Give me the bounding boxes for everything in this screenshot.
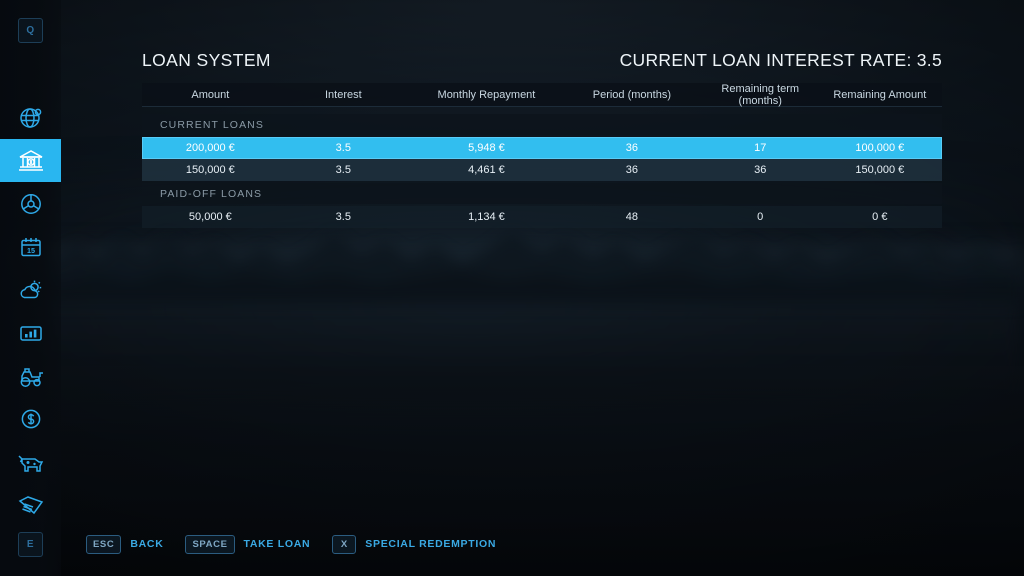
table-header-row: Amount Interest Monthly Repayment Period… <box>142 83 942 107</box>
loans-table: Amount Interest Monthly Repayment Period… <box>142 83 942 228</box>
current-interest-rate: CURRENT LOAN INTEREST RATE: 3.5 <box>619 50 942 70</box>
cell-monthly-repayment: 4,461 € <box>468 164 505 176</box>
cell-amount: 150,000 € <box>185 164 235 176</box>
key-esc-label: ESC <box>93 538 115 550</box>
key-x[interactable]: X <box>332 534 357 554</box>
column-header-amount: Amount <box>191 88 230 101</box>
cow-icon <box>16 449 46 475</box>
column-header-period: Period (months) <box>592 88 672 101</box>
cell-period: 36 <box>625 142 638 154</box>
steering-wheel-icon <box>18 191 44 217</box>
sidebar-item-statistics[interactable] <box>0 311 61 354</box>
table-row[interactable]: 150,000 € 3.5 4,461 € 36 36 150,000 € <box>142 159 942 181</box>
sidebar-next-tab-key[interactable]: E <box>18 532 43 557</box>
key-space-label: SPACE <box>192 538 228 550</box>
action-special-redemption-label: SPECIAL REDEMPTION <box>365 538 497 550</box>
weather-icon <box>18 277 44 303</box>
key-esc[interactable]: ESC <box>86 534 122 554</box>
sidebar-item-animals[interactable] <box>0 440 61 483</box>
statistics-icon <box>18 320 44 346</box>
cell-period: 48 <box>625 211 638 223</box>
column-header-remaining-term: Remaining term (months) <box>721 82 800 107</box>
sidebar-prev-tab-key[interactable]: Q <box>18 18 43 43</box>
sidebar-item-calendar[interactable]: 15 <box>0 225 61 268</box>
action-back-label: BACK <box>130 538 164 550</box>
action-back[interactable]: ESC BACK <box>86 534 164 554</box>
sidebar-item-weather[interactable] <box>0 268 61 311</box>
cell-interest: 3.5 <box>335 211 351 223</box>
cell-amount: 200,000 € <box>185 142 235 154</box>
calendar-icon: 15 <box>18 234 44 260</box>
cell-amount: 50,000 € <box>188 211 232 223</box>
coin-dollar-icon <box>18 406 44 432</box>
key-space[interactable]: SPACE <box>185 534 235 554</box>
cell-remaining-term: 36 <box>754 164 767 176</box>
sidebar-item-contracts[interactable] <box>0 483 61 526</box>
cell-interest: 3.5 <box>335 164 351 176</box>
cell-interest: 3.5 <box>335 142 351 154</box>
column-header-remaining-amount: Remaining Amount <box>833 88 927 101</box>
cell-remaining-term: 17 <box>754 142 767 154</box>
sidebar-next-tab-key-label: E <box>26 539 35 550</box>
sidebar-item-map[interactable] <box>0 96 61 139</box>
cell-remaining-amount: 100,000 € <box>855 142 905 154</box>
sidebar-item-finances[interactable] <box>0 139 61 182</box>
table-spacer <box>142 107 942 114</box>
sidebar-item-vehicles[interactable] <box>0 182 61 225</box>
cell-monthly-repayment: 1,134 € <box>468 211 505 223</box>
page-title: LOAN SYSTEM <box>142 50 271 70</box>
cell-remaining-term: 0 <box>757 211 764 223</box>
cell-remaining-amount: 150,000 € <box>855 164 905 176</box>
tractor-icon <box>17 363 45 389</box>
action-bar: ESC BACK SPACE TAKE LOAN X SPECIAL REDEM… <box>86 533 518 555</box>
cell-monthly-repayment: 5,948 € <box>468 142 505 154</box>
column-header-interest: Interest <box>324 88 362 101</box>
table-row[interactable]: 200,000 € 3.5 5,948 € 36 17 100,000 € <box>142 137 942 159</box>
section-header-paid-off-loans: PAID-OFF LOANS <box>142 183 942 204</box>
sidebar: Q <box>0 0 61 576</box>
map-globe-icon <box>18 105 44 131</box>
cell-remaining-amount: 0 € <box>872 211 888 223</box>
svg-text:15: 15 <box>27 245 35 254</box>
bank-icon <box>17 147 45 175</box>
contracts-icon <box>17 492 45 518</box>
table-row[interactable]: 50,000 € 3.5 1,134 € 48 0 0 € <box>142 206 942 228</box>
sidebar-items: 15 <box>0 96 61 526</box>
page-header: LOAN SYSTEM CURRENT LOAN INTEREST RATE: … <box>142 50 942 80</box>
key-x-label: X <box>340 538 348 550</box>
action-take-loan[interactable]: SPACE TAKE LOAN <box>185 534 311 554</box>
action-special-redemption[interactable]: X SPECIAL REDEMPTION <box>332 534 497 554</box>
column-header-monthly-repayment: Monthly Repayment <box>437 88 536 101</box>
sidebar-item-vehicle-shop[interactable] <box>0 354 61 397</box>
cell-period: 36 <box>625 164 638 176</box>
action-take-loan-label: TAKE LOAN <box>243 538 311 550</box>
sidebar-item-prices[interactable] <box>0 397 61 440</box>
sidebar-prev-tab-key-label: Q <box>26 25 35 36</box>
section-header-current-loans: CURRENT LOANS <box>142 114 942 135</box>
